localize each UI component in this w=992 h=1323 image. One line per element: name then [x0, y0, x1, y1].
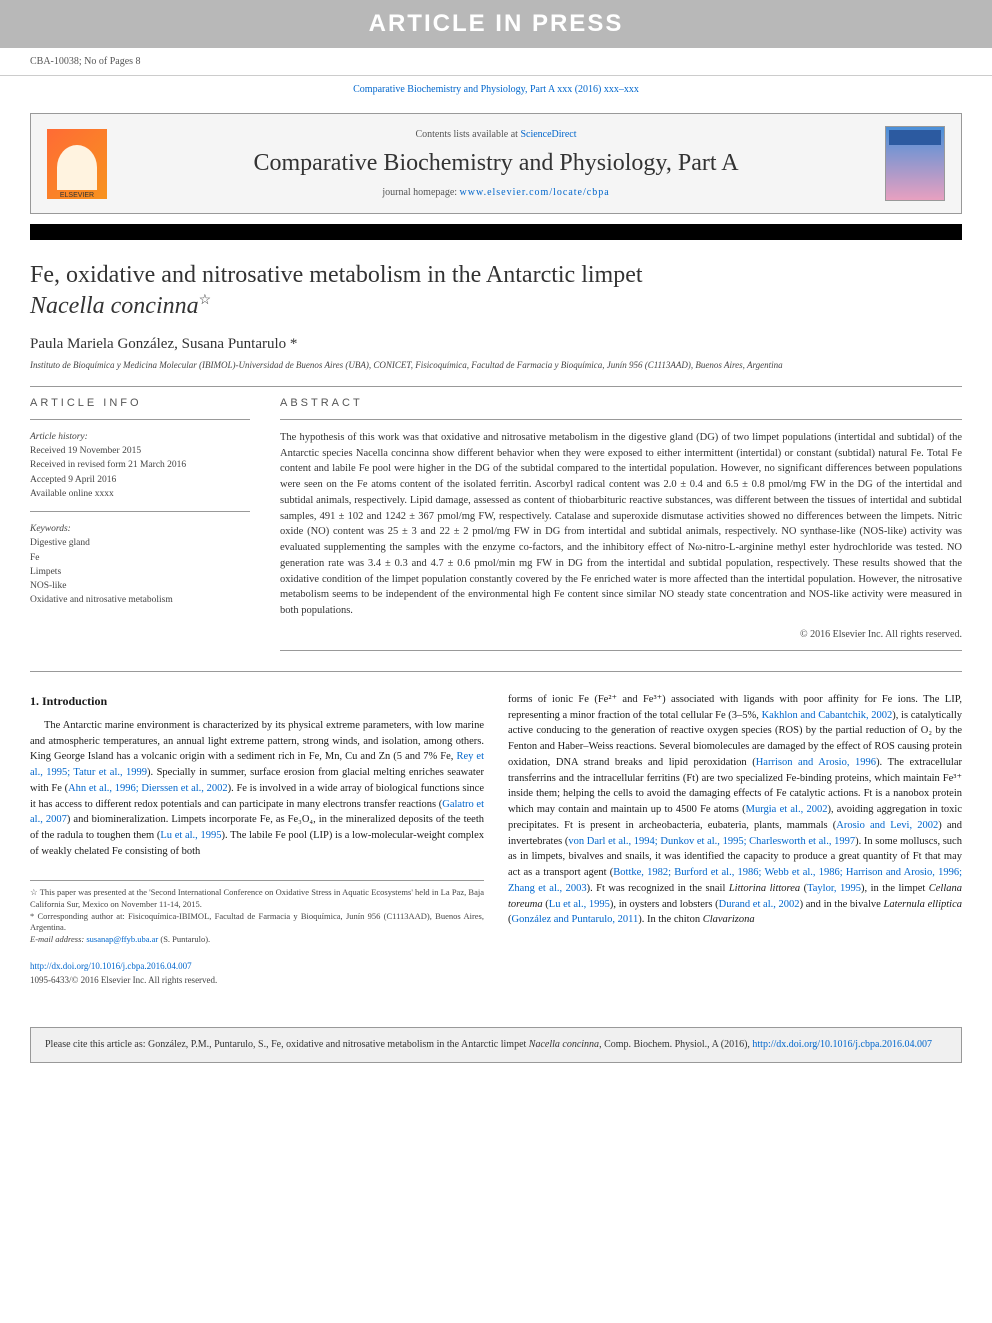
- article-id: CBA-10038; No of Pages 8: [30, 56, 141, 67]
- doi-link[interactable]: http://dx.doi.org/10.1016/j.cbpa.2016.04…: [30, 961, 192, 971]
- citation-link[interactable]: Murgia et al., 2002: [746, 804, 828, 815]
- black-divider-bar: [30, 224, 962, 240]
- article-content: Fe, oxidative and nitrosative metabolism…: [0, 240, 992, 1007]
- text: ). Ft was recognized in the snail: [587, 883, 729, 894]
- journal-center: Contents lists available at ScienceDirec…: [107, 129, 885, 198]
- footnote-conference: ☆ This paper was presented at the 'Secon…: [30, 887, 484, 911]
- article-info-column: ARTICLE INFO Article history: Received 1…: [30, 397, 250, 661]
- citation-link[interactable]: Arosio and Levi, 2002: [836, 820, 938, 831]
- divider: [30, 419, 250, 420]
- divider: [30, 671, 962, 672]
- accepted-date: Accepted 9 April 2016: [30, 473, 250, 487]
- affiliation: Instituto de Bioquímica y Medicina Molec…: [30, 359, 962, 372]
- elsevier-logo: ELSEVIER: [47, 129, 107, 199]
- species: Clavarizona: [703, 914, 755, 925]
- abstract-copyright: © 2016 Elsevier Inc. All rights reserved…: [280, 629, 962, 640]
- elsevier-label: ELSEVIER: [60, 192, 94, 199]
- sciencedirect-link[interactable]: ScienceDirect: [520, 129, 576, 140]
- title-species: Nacella concinna: [30, 293, 199, 319]
- citation-text: , Comp. Biochem. Physiol., A (2016),: [599, 1039, 752, 1050]
- divider: [30, 511, 250, 512]
- keyword: Digestive gland: [30, 536, 250, 550]
- body-column-left: 1. Introduction The Antarctic marine env…: [30, 692, 484, 987]
- text: The Antarctic marine environment is char…: [30, 720, 484, 763]
- article-in-press-banner: ARTICLE IN PRESS: [0, 0, 992, 48]
- citation-link[interactable]: Harrison and Arosio, 1996: [756, 757, 876, 768]
- journal-cover-thumbnail: [885, 126, 945, 201]
- body-column-right: forms of ionic Fe (Fe²⁺ and Fe³⁺) associ…: [508, 692, 962, 987]
- journal-reference-line: Comparative Biochemistry and Physiology,…: [0, 76, 992, 103]
- authors: Paula Mariela González, Susana Puntarulo…: [30, 336, 962, 353]
- body-columns: 1. Introduction The Antarctic marine env…: [30, 692, 962, 987]
- journal-ref-link[interactable]: Comparative Biochemistry and Physiology,…: [353, 84, 639, 95]
- citation-box: Please cite this article as: González, P…: [30, 1027, 962, 1063]
- intro-heading: 1. Introduction: [30, 692, 484, 710]
- article-info-heading: ARTICLE INFO: [30, 397, 250, 409]
- email-link[interactable]: susanap@ffyb.uba.ar: [86, 934, 158, 944]
- online-date: Available online xxxx: [30, 487, 250, 501]
- title-main: Fe, oxidative and nitrosative metabolism…: [30, 262, 643, 288]
- abstract-column: ABSTRACT The hypothesis of this work was…: [280, 397, 962, 661]
- citation-link[interactable]: von Darl et al., 1994; Dunkov et al., 19…: [568, 836, 855, 847]
- citation-species: Nacella concinna: [529, 1039, 599, 1050]
- citation-link[interactable]: Lu et al., 1995: [549, 899, 610, 910]
- history-label: Article history:: [30, 430, 250, 444]
- citation-link[interactable]: Lu et al., 1995: [160, 830, 221, 841]
- email-label: E-mail address:: [30, 934, 84, 944]
- citation-link[interactable]: González and Puntarulo, 2011: [512, 914, 639, 925]
- text: ). In the chiton: [638, 914, 702, 925]
- divider: [30, 386, 962, 387]
- contents-label: Contents lists available at: [415, 129, 517, 140]
- contents-line: Contents lists available at ScienceDirec…: [107, 129, 885, 140]
- homepage-link[interactable]: www.elsevier.com/locate/cbpa: [460, 187, 610, 198]
- keywords-block: Keywords: Digestive gland Fe Limpets NOS…: [30, 522, 250, 608]
- journal-homepage: journal homepage: www.elsevier.com/locat…: [107, 187, 885, 198]
- citation-link[interactable]: Kakhlon and Cabantchik, 2002: [762, 710, 893, 721]
- journal-header-box: ELSEVIER Contents lists available at Sci…: [30, 113, 962, 214]
- keyword: NOS-like: [30, 579, 250, 593]
- species: Laternula elliptica: [884, 899, 963, 910]
- citation-link[interactable]: Durand et al., 2002: [719, 899, 800, 910]
- header-bar: CBA-10038; No of Pages 8: [0, 48, 992, 76]
- issn-copyright: 1095-6433/© 2016 Elsevier Inc. All right…: [30, 974, 484, 988]
- text: ), in the limpet: [861, 883, 929, 894]
- citation-link[interactable]: Taylor, 1995: [807, 883, 861, 894]
- abstract-text: The hypothesis of this work was that oxi…: [280, 430, 962, 619]
- footnote-email: E-mail address: susanap@ffyb.uba.ar (S. …: [30, 934, 484, 946]
- citation-text: Please cite this article as: González, P…: [45, 1039, 529, 1050]
- species: Littorina littorea: [729, 883, 800, 894]
- title-star: ☆: [199, 293, 212, 308]
- intro-paragraph-continued: forms of ionic Fe (Fe²⁺ and Fe³⁺) associ…: [508, 692, 962, 928]
- citation-link[interactable]: Ahn et al., 1996; Dierssen et al., 2002: [68, 783, 228, 794]
- text: ) and in the bivalve: [800, 899, 884, 910]
- keyword: Limpets: [30, 565, 250, 579]
- elsevier-tree-icon: [57, 145, 97, 190]
- intro-paragraph: The Antarctic marine environment is char…: [30, 718, 484, 860]
- article-history: Article history: Received 19 November 20…: [30, 430, 250, 501]
- doi-section: http://dx.doi.org/10.1016/j.cbpa.2016.04…: [30, 960, 484, 987]
- info-abstract-row: ARTICLE INFO Article history: Received 1…: [30, 397, 962, 661]
- text: ), in oysters and lobsters (: [610, 899, 719, 910]
- citation-doi-link[interactable]: http://dx.doi.org/10.1016/j.cbpa.2016.04…: [752, 1039, 932, 1050]
- email-suffix: (S. Puntarulo).: [158, 934, 210, 944]
- revised-date: Received in revised form 21 March 2016: [30, 458, 250, 472]
- footnote-corresponding: * Corresponding author at: Fisicoquímica…: [30, 911, 484, 935]
- divider: [280, 419, 962, 420]
- keyword: Fe: [30, 551, 250, 565]
- article-title: Fe, oxidative and nitrosative metabolism…: [30, 260, 962, 322]
- received-date: Received 19 November 2015: [30, 444, 250, 458]
- abstract-heading: ABSTRACT: [280, 397, 962, 409]
- journal-title: Comparative Biochemistry and Physiology,…: [107, 150, 885, 177]
- keyword: Oxidative and nitrosative metabolism: [30, 593, 250, 607]
- divider: [280, 650, 962, 651]
- keywords-label: Keywords:: [30, 522, 250, 536]
- homepage-label: journal homepage:: [382, 187, 457, 198]
- footnotes: ☆ This paper was presented at the 'Secon…: [30, 880, 484, 946]
